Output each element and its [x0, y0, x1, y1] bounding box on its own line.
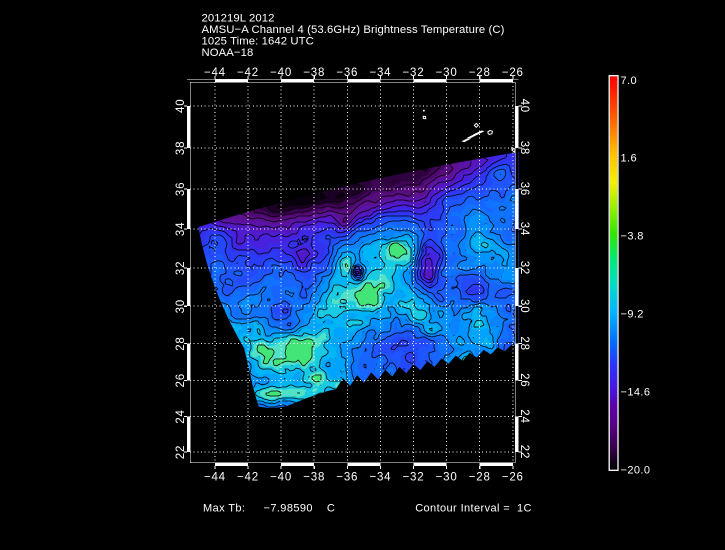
svg-text:−42: −42 [237, 472, 259, 484]
svg-text:Contour Interval = 1C: Contour Interval = 1C [415, 502, 532, 514]
svg-text:−30: −30 [436, 67, 458, 79]
svg-text:13: 13 [207, 238, 222, 253]
svg-text:38: 38 [175, 141, 187, 155]
svg-text:C: C [327, 502, 335, 514]
svg-text:AMSU−A Channel 4 (53.6GHz) Bri: AMSU−A Channel 4 (53.6GHz) Brightness Te… [202, 24, 505, 36]
svg-text:32: 32 [175, 261, 187, 275]
svg-text:−28: −28 [469, 67, 491, 79]
svg-text:36: 36 [175, 182, 187, 196]
svg-text:28: 28 [175, 336, 187, 350]
svg-text:26: 26 [175, 373, 187, 387]
svg-text:−32: −32 [403, 67, 425, 79]
svg-text:−38: −38 [303, 472, 325, 484]
svg-text:36: 36 [518, 182, 530, 196]
svg-text:−34: −34 [369, 67, 391, 79]
svg-text:−20.0: −20.0 [621, 464, 651, 476]
svg-text:−34: −34 [369, 472, 391, 484]
svg-text:15: 15 [295, 234, 310, 249]
svg-text:−30: −30 [436, 472, 458, 484]
svg-text:1.6: 1.6 [621, 153, 638, 165]
svg-text:−36: −36 [336, 472, 358, 484]
svg-text:1025 Time: 1642 UTC: 1025 Time: 1642 UTC [202, 36, 314, 48]
svg-text:24: 24 [175, 409, 187, 423]
svg-text:Max Tb:: Max Tb: [203, 502, 245, 514]
svg-text:22: 22 [175, 445, 187, 459]
svg-text:30: 30 [175, 299, 187, 313]
svg-text:34: 34 [518, 222, 530, 236]
svg-text:−44: −44 [204, 472, 226, 484]
svg-text:30: 30 [518, 299, 530, 313]
svg-text:−9.2: −9.2 [621, 309, 644, 321]
svg-text:−42: −42 [237, 67, 259, 79]
svg-text:26: 26 [518, 373, 530, 387]
svg-text:−36: −36 [336, 67, 358, 79]
svg-text:−40: −40 [270, 472, 292, 484]
svg-text:40: 40 [518, 99, 530, 113]
svg-text:−38: −38 [303, 67, 325, 79]
svg-text:−40: −40 [270, 67, 292, 79]
svg-text:24: 24 [518, 409, 530, 423]
svg-text:−32: −32 [403, 472, 425, 484]
svg-text:−26: −26 [502, 67, 524, 79]
svg-text:28: 28 [518, 336, 530, 350]
svg-text:−7.98590: −7.98590 [264, 502, 313, 514]
svg-text:−14.6: −14.6 [621, 386, 651, 398]
svg-text:−3.8: −3.8 [621, 231, 644, 243]
svg-text:32: 32 [518, 261, 530, 275]
svg-text:34: 34 [175, 222, 187, 236]
svg-text:−28: −28 [469, 472, 491, 484]
svg-text:40: 40 [175, 99, 187, 113]
svg-text:NOAA−18: NOAA−18 [202, 47, 254, 59]
svg-text:−44: −44 [204, 67, 226, 79]
svg-text:201219L 2012: 201219L 2012 [202, 12, 275, 24]
svg-text:10: 10 [338, 298, 350, 310]
svg-text:−26: −26 [502, 472, 524, 484]
svg-text:22: 22 [518, 445, 530, 459]
svg-text:7.0: 7.0 [621, 75, 638, 87]
svg-text:38: 38 [518, 141, 530, 155]
